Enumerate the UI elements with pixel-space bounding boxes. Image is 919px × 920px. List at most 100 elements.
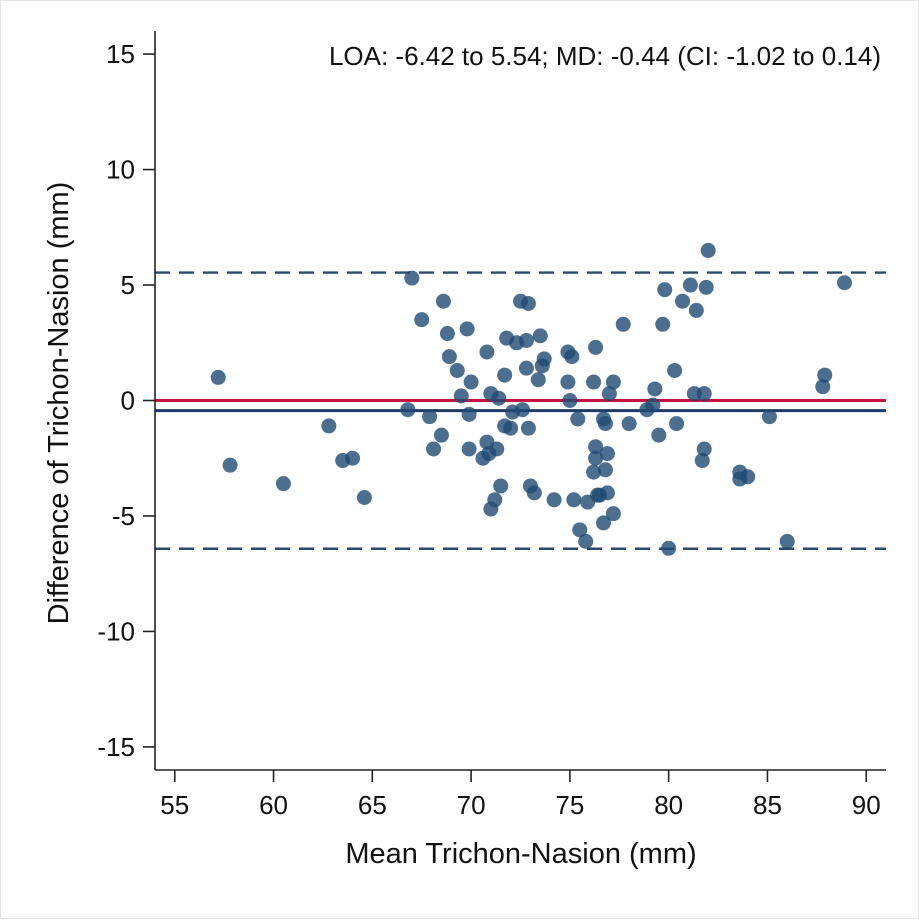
y-tick-label: 15 [106, 39, 135, 69]
data-point [404, 270, 420, 286]
x-axis-label: Mean Trichon-Nasion (mm) [345, 838, 696, 870]
data-point [493, 478, 509, 494]
loa-annotation: LOA: -6.42 to 5.54; MD: -0.44 (CI: -1.02… [329, 41, 881, 71]
data-point [562, 393, 578, 408]
data-point [487, 492, 503, 508]
data-point [817, 367, 833, 383]
data-point [532, 328, 548, 344]
data-point [696, 441, 712, 457]
data-point [645, 397, 661, 413]
data-point [605, 506, 621, 522]
data-point [815, 379, 831, 395]
data-point [356, 489, 372, 505]
data-point [275, 476, 291, 492]
data-point [601, 386, 617, 402]
data-point [503, 420, 519, 436]
data-point [435, 293, 451, 309]
data-point [414, 312, 430, 328]
data-point [621, 416, 637, 432]
data-point [586, 464, 602, 480]
data-point [439, 326, 455, 342]
x-tick-label: 65 [358, 790, 387, 820]
data-point [345, 450, 361, 466]
data-point [321, 418, 337, 434]
data-point [518, 360, 534, 376]
data-point [615, 316, 631, 332]
data-point [595, 515, 611, 531]
data-point [661, 540, 677, 556]
data-point [530, 372, 546, 388]
data-point [667, 362, 683, 378]
data-point [682, 277, 698, 293]
data-point [479, 344, 495, 360]
x-tick-label: 90 [852, 790, 881, 820]
data-point [222, 457, 238, 473]
data-point [546, 492, 562, 508]
x-tick-label: 60 [259, 790, 288, 820]
data-point [536, 351, 552, 367]
data-point [688, 302, 704, 318]
x-axis-ticks: 55 60 65 70 75 80 85 90 [160, 770, 881, 820]
y-tick-label: -10 [97, 616, 135, 646]
data-point [779, 533, 795, 549]
x-tick-label: 70 [457, 790, 486, 820]
data-point [453, 388, 469, 404]
y-axis-label: Difference of Trichon-Nasion (mm) [43, 182, 75, 625]
data-point [461, 441, 477, 457]
x-tick-label: 55 [160, 790, 189, 820]
data-point [657, 282, 673, 298]
data-point [599, 446, 615, 462]
data-point [463, 374, 479, 390]
y-tick-label: 5 [121, 270, 135, 300]
data-point [526, 485, 542, 501]
data-point [837, 275, 853, 291]
data-point [514, 402, 530, 418]
y-tick-label: -5 [112, 501, 135, 531]
data-point [647, 381, 663, 397]
data-point [518, 332, 534, 348]
data-point [696, 386, 712, 402]
data-point [520, 296, 536, 312]
data-point [675, 293, 691, 309]
data-point [520, 420, 536, 436]
data-point [740, 469, 756, 485]
y-tick-label: -15 [97, 732, 135, 762]
data-point [588, 450, 604, 466]
x-tick-label: 75 [555, 790, 584, 820]
data-point [588, 439, 604, 455]
data-point [761, 409, 777, 425]
data-point [572, 522, 588, 538]
data-point [433, 427, 449, 443]
data-point [210, 369, 226, 385]
data-point [597, 416, 613, 432]
data-point [669, 416, 685, 432]
data-point [566, 492, 582, 508]
data-point [461, 406, 477, 422]
data-point [497, 367, 513, 383]
x-tick-label: 80 [654, 790, 683, 820]
data-point [560, 374, 576, 390]
y-tick-label: 0 [121, 386, 135, 416]
data-point [599, 485, 615, 501]
data-point [426, 441, 442, 457]
data-point [459, 321, 475, 337]
data-point [570, 411, 586, 427]
data-point [400, 402, 416, 418]
data-point [597, 462, 613, 478]
data-point [698, 279, 714, 295]
data-point [586, 374, 602, 390]
data-point [694, 453, 710, 469]
data-point [578, 533, 594, 549]
data-point [449, 362, 465, 378]
data-points [210, 242, 853, 556]
data-point [489, 441, 505, 457]
data-point [564, 349, 580, 365]
data-point [588, 339, 604, 355]
data-point [605, 374, 621, 390]
y-axis-ticks: -15 -10 -5 0 5 10 15 [97, 39, 155, 762]
data-point [491, 390, 507, 406]
data-point [655, 316, 671, 332]
data-point [651, 427, 667, 443]
